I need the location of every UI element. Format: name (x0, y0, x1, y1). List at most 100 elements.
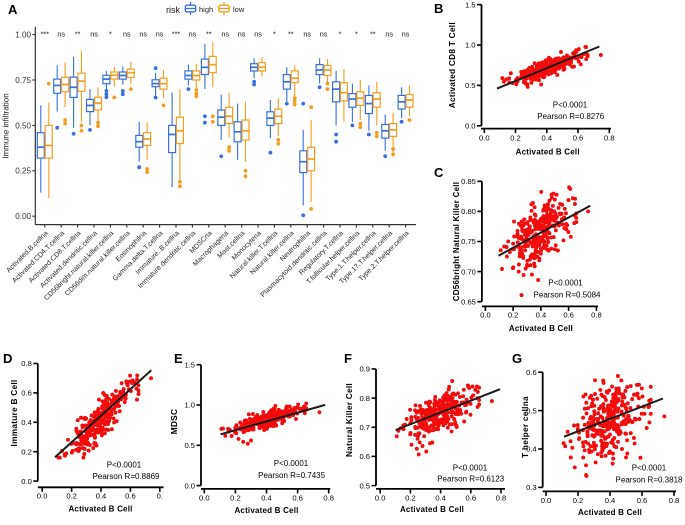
svg-text:1.5: 1.5 (465, 0, 476, 9)
svg-text:0.4: 0.4 (526, 445, 537, 454)
svg-text:*: * (109, 30, 112, 39)
svg-text:**: ** (370, 30, 376, 39)
svg-text:1.00: 1.00 (15, 31, 31, 40)
svg-text:***: *** (172, 30, 181, 39)
svg-text:Activated CD8 T Cell: Activated CD8 T Cell (447, 22, 457, 108)
svg-text:**: ** (75, 30, 81, 39)
svg-text:Pearson R=0.5084: Pearson R=0.5084 (534, 291, 601, 300)
svg-text:*: * (273, 30, 276, 39)
svg-text:1.5: 1.5 (184, 360, 195, 369)
svg-text:0.8: 0.8 (21, 359, 32, 368)
svg-text:P<0.0001: P<0.0001 (632, 464, 667, 473)
svg-text:0.0: 0.0 (21, 477, 32, 486)
svg-text:0.4: 0.4 (21, 418, 32, 427)
svg-text:high: high (199, 5, 213, 14)
svg-text:0.8: 0.8 (591, 310, 602, 319)
svg-text:1.0: 1.0 (465, 41, 476, 50)
svg-text:0.4: 0.4 (96, 491, 107, 500)
svg-text:ns: ns (303, 30, 311, 39)
svg-text:G: G (512, 351, 522, 366)
svg-text:Activated B Cell: Activated B Cell (400, 505, 464, 514)
svg-text:ns: ns (189, 30, 197, 39)
svg-text:0.4: 0.4 (435, 493, 446, 502)
svg-text:0.2: 0.2 (230, 493, 241, 502)
svg-text:0.5: 0.5 (465, 81, 476, 90)
svg-text:0.6: 0.6 (526, 368, 537, 377)
svg-text:C: C (434, 165, 444, 180)
svg-text:Immune infiltration: Immune infiltration (2, 93, 11, 158)
svg-text:0.: 0. (157, 491, 163, 500)
svg-text:0.6: 0.6 (21, 389, 32, 398)
svg-text:0.0: 0.0 (479, 133, 490, 142)
svg-text:0.6: 0.6 (359, 452, 370, 461)
svg-text:0.5: 0.5 (184, 441, 195, 450)
svg-text:1.0: 1.0 (184, 401, 195, 410)
svg-text:0.65: 0.65 (461, 297, 476, 306)
svg-text:P<0.0001: P<0.0001 (548, 279, 583, 288)
svg-text:0.2: 0.2 (573, 496, 584, 505)
svg-text:0.0: 0.0 (375, 493, 386, 502)
svg-text:0.0: 0.0 (199, 493, 210, 502)
svg-text:0.75: 0.75 (15, 76, 31, 85)
svg-text:Activated B Cell: Activated B Cell (516, 148, 580, 157)
svg-text:0.8: 0.8 (604, 133, 615, 142)
svg-text:ns: ns (238, 30, 246, 39)
svg-text:Immature B Cell: Immature B Cell (9, 380, 19, 447)
svg-text:0.2: 0.2 (510, 133, 521, 142)
svg-text:ns: ns (123, 30, 131, 39)
svg-text:0.6: 0.6 (292, 493, 303, 502)
svg-text:0.8: 0.8 (359, 394, 370, 403)
svg-text:ns: ns (221, 30, 229, 39)
svg-text:ns: ns (156, 30, 164, 39)
svg-text:T helper cellna: T helper cellna (520, 396, 530, 458)
svg-text:CD56bright Natural Killer Cell: CD56bright Natural Killer Cell (452, 182, 461, 302)
svg-text:0.2: 0.2 (66, 491, 77, 500)
svg-text:ns: ns (385, 30, 393, 39)
svg-text:0.0: 0.0 (541, 496, 552, 505)
svg-text:MDSC: MDSC (169, 409, 179, 434)
svg-text:risk: risk (166, 5, 180, 15)
svg-text:ns: ns (139, 30, 147, 39)
svg-text:0.5: 0.5 (359, 481, 370, 490)
svg-text:P<0.0001: P<0.0001 (107, 461, 142, 470)
svg-text:0.50: 0.50 (15, 121, 31, 130)
svg-text:E: E (174, 351, 183, 366)
svg-text:**: ** (206, 30, 212, 39)
svg-text:0.5: 0.5 (526, 406, 537, 415)
svg-text:0.6: 0.6 (573, 133, 584, 142)
svg-text:0.8: 0.8 (496, 493, 507, 502)
svg-text:0.00: 0.00 (15, 212, 31, 221)
svg-text:0.25: 0.25 (15, 167, 31, 176)
svg-text:0.85: 0.85 (461, 177, 476, 186)
svg-text:ns: ns (320, 30, 328, 39)
svg-text:0.70: 0.70 (461, 267, 476, 276)
svg-text:P<0.0001: P<0.0001 (453, 463, 488, 472)
svg-text:0.0: 0.0 (37, 491, 48, 500)
svg-text:**: ** (288, 30, 294, 39)
svg-text:A: A (8, 2, 18, 17)
svg-text:0.3: 0.3 (526, 483, 537, 492)
svg-text:Pearson R=0.6123: Pearson R=0.6123 (437, 475, 504, 484)
svg-text:D: D (3, 351, 12, 366)
svg-text:0.6: 0.6 (125, 491, 136, 500)
svg-text:0.8: 0.8 (323, 493, 334, 502)
svg-text:0.2: 0.2 (21, 447, 32, 456)
svg-text:ns: ns (57, 30, 65, 39)
svg-text:Activated B Cell: Activated B Cell (234, 506, 298, 515)
svg-text:P<0.0001: P<0.0001 (274, 459, 309, 468)
svg-text:0.0: 0.0 (465, 122, 476, 131)
svg-text:0.75: 0.75 (461, 237, 476, 246)
svg-text:Pearson R=0.8869: Pearson R=0.8869 (93, 472, 160, 481)
svg-text:Activated B Cell: Activated B Cell (578, 508, 642, 517)
svg-text:0.2: 0.2 (405, 493, 416, 502)
svg-text:0.4: 0.4 (536, 310, 547, 319)
svg-text:*: * (339, 30, 342, 39)
svg-text:ns: ns (90, 30, 98, 39)
svg-text:*: * (355, 30, 358, 39)
svg-text:0.4: 0.4 (605, 496, 616, 505)
svg-text:low: low (233, 5, 245, 14)
svg-text:0.6: 0.6 (637, 496, 648, 505)
svg-text:0.9: 0.9 (359, 365, 370, 374)
svg-text:Pearson R=0.7435: Pearson R=0.7435 (258, 471, 325, 480)
svg-text:P<0.0001: P<0.0001 (553, 101, 588, 110)
